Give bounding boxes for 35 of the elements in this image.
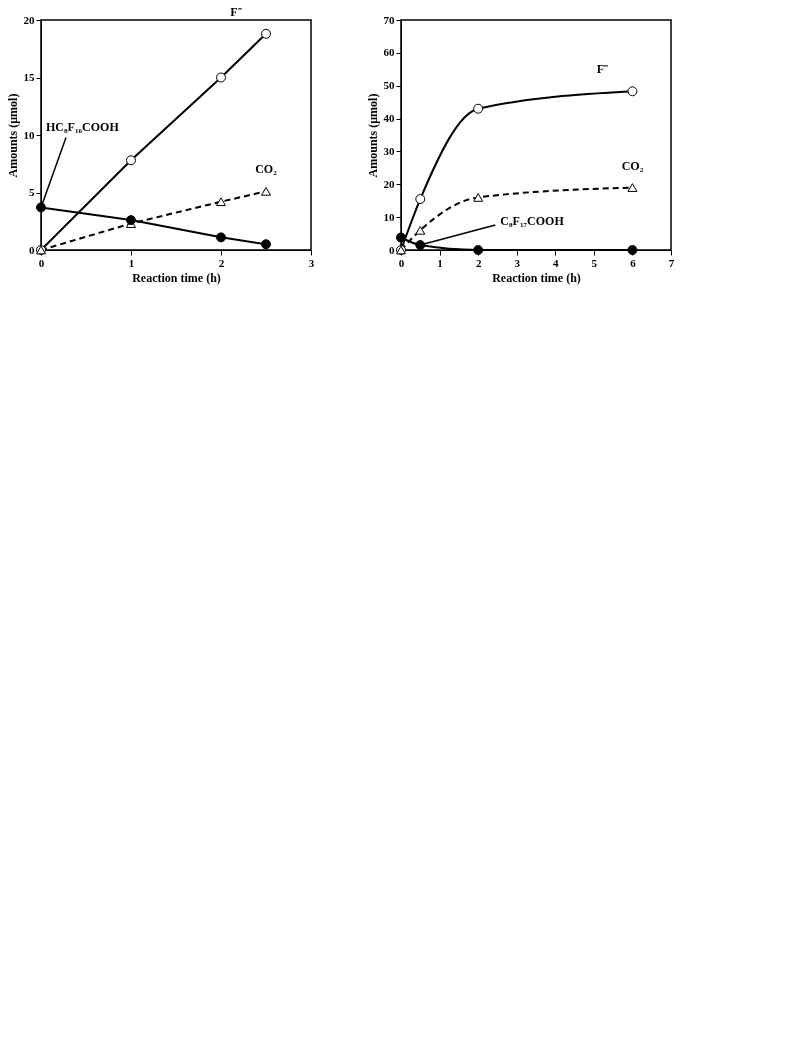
series-label: CO₂ <box>621 158 644 173</box>
y-tick-label: 0 <box>389 243 395 256</box>
y-tick-label: 10 <box>383 210 395 223</box>
y-tick-label: 20 <box>383 177 395 190</box>
y-axis-title: Amounts (μmol) <box>365 93 380 178</box>
x-tick-label: 0 <box>398 256 405 269</box>
x-tick-label: 7 <box>668 256 675 269</box>
x-axis-title: Reaction time (h) <box>492 270 581 285</box>
x-tick-label: 0 <box>38 256 45 269</box>
y-tick-label: 5 <box>29 186 35 198</box>
x-tick-label: 3 <box>514 256 521 269</box>
series-label: F⁻ <box>596 62 609 77</box>
annotation: HC₈F₁₆COOH <box>46 120 120 135</box>
y-tick-label: 60 <box>383 46 395 59</box>
annotation: C₈F₁₇COOH <box>500 214 565 229</box>
x-axis-title: Reaction time (h) <box>132 270 221 285</box>
y-tick-label: 20 <box>23 13 35 26</box>
x-tick-label: 5 <box>591 256 598 269</box>
x-tick-label: 6 <box>630 256 637 269</box>
y-tick-label: 50 <box>383 79 395 92</box>
x-tick-label: 1 <box>128 256 135 269</box>
x-tick-label: 4 <box>553 256 560 269</box>
y-axis-title: Amounts (μmol) <box>5 93 20 178</box>
y-tick-label: 40 <box>383 112 395 125</box>
y-tick-label: 30 <box>383 144 395 157</box>
x-tick-label: 1 <box>437 256 443 269</box>
y-tick-label: 70 <box>383 13 395 26</box>
text: F⁻ <box>230 4 242 19</box>
y-tick-label: 10 <box>23 128 35 141</box>
y-tick-label: 15 <box>23 71 35 83</box>
y-tick-label: 0 <box>29 243 35 256</box>
series-label: CO₂ <box>255 162 278 177</box>
x-tick-label: 2 <box>218 256 225 269</box>
x-tick-label: 2 <box>475 256 482 269</box>
x-tick-label: 3 <box>308 256 315 269</box>
